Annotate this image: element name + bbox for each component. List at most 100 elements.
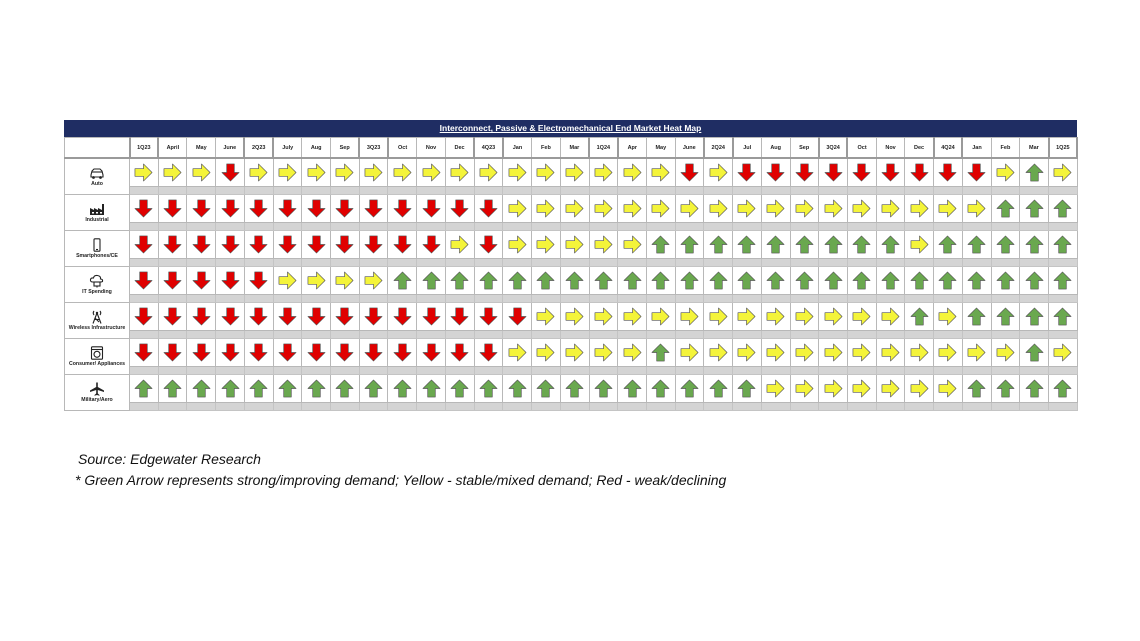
- up-arrow-shape: [134, 379, 153, 398]
- separator-cell: [703, 258, 734, 267]
- separator-cell: [186, 366, 217, 375]
- separator-cell: [129, 186, 159, 195]
- down-arrow: [961, 157, 992, 187]
- up-arrow: [502, 374, 533, 403]
- row-military-aero: Military/Aero: [64, 374, 1078, 411]
- column-header-4q24: 4Q24: [932, 137, 964, 159]
- down-arrow-shape: [393, 343, 412, 362]
- flat-arrow: [846, 302, 877, 331]
- flat-arrow: [301, 157, 332, 187]
- separator-cell: [559, 186, 590, 195]
- up-arrow: [703, 230, 734, 259]
- separator-cell: [444, 258, 475, 267]
- separator-cell: [502, 294, 533, 303]
- up-arrow-shape: [1025, 271, 1044, 290]
- row-consumer-appliances: Consumer/ Appliances: [64, 338, 1078, 375]
- down-arrow-shape: [967, 163, 986, 182]
- down-arrow: [243, 194, 274, 223]
- separator-cell: [818, 186, 848, 195]
- up-arrow-shape: [795, 271, 814, 290]
- down-arrow-shape: [852, 163, 871, 182]
- row-separator: [65, 402, 1078, 411]
- flat-arrow: [990, 157, 1021, 187]
- separator-cell: [674, 330, 705, 339]
- flat-arrow-shape: [881, 307, 900, 326]
- row-auto: Auto: [64, 157, 1078, 195]
- separator-cell: [301, 402, 332, 411]
- column-header-may: May: [186, 137, 217, 159]
- separator-cell: [760, 186, 791, 195]
- down-arrow-shape: [393, 199, 412, 218]
- flat-arrow: [904, 230, 935, 259]
- flat-arrow: [559, 230, 590, 259]
- down-arrow-shape: [336, 235, 354, 254]
- separator-cell: [301, 222, 332, 231]
- down-arrow: [129, 194, 159, 223]
- category-cell: Auto: [64, 157, 130, 195]
- up-arrow: [559, 266, 590, 295]
- down-arrow-shape: [824, 163, 842, 182]
- separator-cell: [387, 402, 418, 411]
- up-arrow: [645, 230, 676, 259]
- separator-cell: [674, 222, 705, 231]
- separator-cell: [875, 330, 906, 339]
- separator-cell: [330, 258, 360, 267]
- separator-cell: [760, 294, 791, 303]
- up-arrow-shape: [422, 379, 440, 398]
- flat-arrow: [617, 230, 647, 259]
- separator-cell: [933, 294, 963, 303]
- down-arrow-shape: [479, 307, 498, 326]
- down-arrow: [789, 157, 820, 187]
- up-arrow-shape: [967, 307, 986, 326]
- down-arrow-shape: [134, 235, 153, 254]
- separator-cell: [358, 222, 389, 231]
- category-cell: Military/Aero: [64, 374, 130, 411]
- flat-arrow-shape: [766, 379, 785, 398]
- up-arrow: [157, 374, 188, 403]
- flat-arrow-shape: [824, 379, 842, 398]
- up-arrow-shape: [996, 199, 1015, 218]
- down-arrow: [157, 230, 188, 259]
- down-arrow-shape: [163, 199, 182, 218]
- separator-cell: [588, 258, 619, 267]
- separator-cell: [961, 366, 992, 375]
- separator-cell: [588, 186, 619, 195]
- flat-arrow-shape: [967, 199, 986, 218]
- separator-cell: [502, 258, 533, 267]
- column-header-3q23: 3Q23: [358, 137, 389, 159]
- down-arrow-shape: [307, 307, 326, 326]
- flat-arrow-shape: [508, 235, 527, 254]
- separator-cell: [416, 330, 446, 339]
- separator-cell: [617, 186, 647, 195]
- down-arrow: [674, 157, 705, 187]
- separator-cell: [846, 258, 877, 267]
- separator-cell: [330, 294, 360, 303]
- separator-cell: [272, 366, 303, 375]
- category-cell: Smartphones/CE: [64, 230, 130, 267]
- separator-cell: [933, 222, 963, 231]
- flat-arrow-shape: [364, 163, 383, 182]
- flat-arrow-shape: [939, 379, 957, 398]
- down-arrow: [846, 157, 877, 187]
- up-arrow: [674, 230, 705, 259]
- down-arrow-shape: [336, 199, 354, 218]
- up-arrow: [1019, 194, 1049, 223]
- up-arrow: [818, 266, 848, 295]
- flat-arrow: [703, 157, 734, 187]
- flat-arrow-shape: [422, 163, 440, 182]
- separator-cell: [789, 258, 820, 267]
- separator-cell: [1048, 366, 1078, 375]
- up-arrow-shape: [221, 379, 239, 398]
- flat-arrow-shape: [939, 343, 957, 362]
- flat-arrow: [559, 338, 590, 367]
- flat-arrow-shape: [565, 163, 584, 182]
- flat-arrow: [933, 302, 963, 331]
- flat-arrow: [502, 157, 533, 187]
- flat-arrow-shape: [680, 199, 699, 218]
- separator-cell: [186, 294, 217, 303]
- flat-arrow-shape: [651, 199, 670, 218]
- separator-cell: [617, 294, 647, 303]
- up-arrow: [473, 374, 504, 403]
- flat-arrow-shape: [996, 163, 1015, 182]
- down-arrow: [387, 230, 418, 259]
